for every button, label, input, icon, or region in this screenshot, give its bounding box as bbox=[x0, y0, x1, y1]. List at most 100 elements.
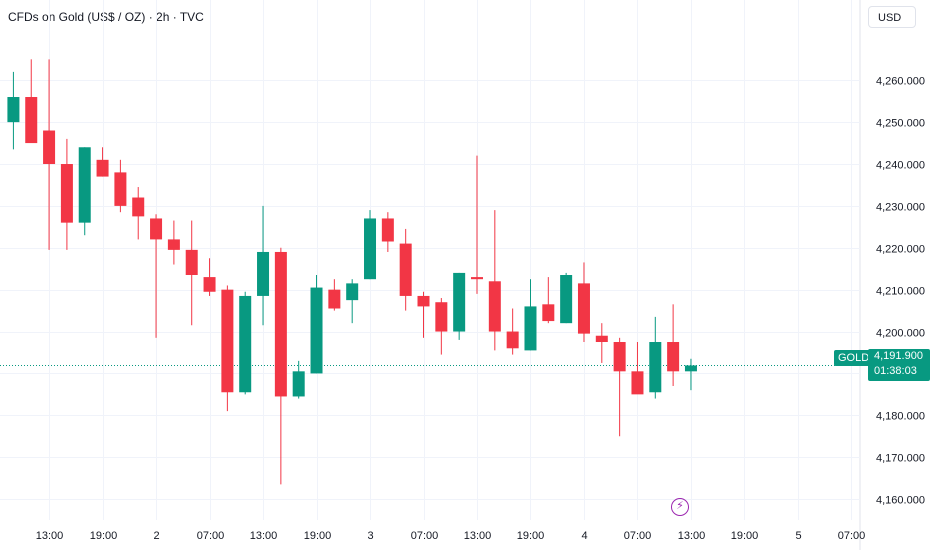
last-price-badge: 4,191.900 01:38:03 bbox=[868, 349, 930, 381]
grid-lines bbox=[0, 0, 861, 550]
candle bbox=[43, 59, 56, 250]
currency-selector[interactable]: USD bbox=[868, 6, 916, 28]
candle bbox=[132, 187, 145, 240]
candle bbox=[684, 358, 697, 391]
candle-body bbox=[364, 218, 377, 280]
candle bbox=[310, 275, 323, 374]
candle-body bbox=[684, 365, 697, 372]
y-tick-label: 4,240.000 bbox=[876, 160, 925, 172]
y-tick-label: 4,210.000 bbox=[876, 286, 925, 298]
x-tick-label: 07:00 bbox=[197, 530, 225, 542]
x-tick-label: 19:00 bbox=[90, 530, 118, 542]
candle-body bbox=[506, 331, 519, 349]
candle-body bbox=[221, 289, 234, 393]
x-tick-label: 19:00 bbox=[517, 530, 545, 542]
candle-body bbox=[595, 335, 608, 343]
y-tick-label: 4,160.000 bbox=[876, 495, 925, 507]
candle-body bbox=[78, 147, 91, 223]
candle-body bbox=[470, 277, 483, 280]
candle bbox=[542, 277, 555, 324]
candle bbox=[78, 147, 91, 236]
candle bbox=[399, 228, 412, 311]
candle bbox=[435, 298, 448, 355]
candle bbox=[167, 220, 180, 265]
candle bbox=[150, 214, 163, 338]
candle-body bbox=[560, 275, 573, 324]
x-tick-label: 13:00 bbox=[464, 530, 492, 542]
candle-body bbox=[60, 164, 73, 223]
candle-body bbox=[167, 239, 180, 250]
candle-body bbox=[381, 218, 394, 242]
x-tick-label: 07:00 bbox=[838, 530, 866, 542]
y-tick-label: 4,250.000 bbox=[876, 118, 925, 130]
candle bbox=[595, 323, 608, 363]
candle-body bbox=[257, 251, 270, 296]
last-price-value: 4,191.900 bbox=[874, 350, 923, 362]
candle bbox=[185, 220, 198, 326]
candle bbox=[7, 71, 20, 150]
x-tick-label: 07:00 bbox=[624, 530, 652, 542]
y-tick-label: 4,200.000 bbox=[876, 328, 925, 340]
candle bbox=[577, 262, 590, 343]
y-tick-label: 4,170.000 bbox=[876, 453, 925, 465]
candle-body bbox=[667, 342, 680, 372]
candle bbox=[488, 210, 501, 351]
candle bbox=[328, 279, 341, 311]
candle-body bbox=[43, 130, 56, 165]
x-tick-label: 13:00 bbox=[36, 530, 64, 542]
candle bbox=[453, 272, 466, 340]
y-tick-label: 4,230.000 bbox=[876, 202, 925, 214]
candle bbox=[631, 342, 644, 395]
candle-body bbox=[239, 295, 252, 393]
bar-countdown: 01:38:03 bbox=[874, 365, 917, 377]
candle bbox=[417, 291, 430, 338]
symbol-price-label: GOLD bbox=[834, 350, 874, 366]
candle bbox=[221, 285, 234, 412]
candle-body bbox=[96, 159, 109, 177]
x-tick-label: 3 bbox=[367, 530, 373, 542]
candle-body bbox=[114, 172, 127, 206]
candle bbox=[613, 337, 626, 437]
x-tick-label: 07:00 bbox=[411, 530, 439, 542]
candle bbox=[381, 212, 394, 252]
x-tick-label: 4 bbox=[581, 530, 587, 542]
candle-body bbox=[577, 283, 590, 334]
candle-body bbox=[542, 304, 555, 322]
x-tick-label: 13:00 bbox=[678, 530, 706, 542]
candle bbox=[203, 258, 216, 296]
candle-body bbox=[613, 342, 626, 372]
x-tick-label: 2 bbox=[153, 530, 159, 542]
candle bbox=[470, 155, 483, 294]
candle-body bbox=[7, 97, 20, 123]
candle bbox=[60, 138, 73, 250]
candle bbox=[667, 304, 680, 386]
x-tick-label: 5 bbox=[795, 530, 801, 542]
candle-body bbox=[453, 272, 466, 332]
candle-body bbox=[150, 218, 163, 240]
candle bbox=[649, 316, 662, 399]
candle-body bbox=[488, 281, 501, 332]
candle-body bbox=[399, 243, 412, 296]
candle bbox=[524, 279, 537, 351]
candle bbox=[25, 59, 38, 144]
y-tick-label: 4,220.000 bbox=[876, 244, 925, 256]
candle bbox=[257, 205, 270, 326]
candle bbox=[506, 308, 519, 355]
candle-body bbox=[435, 302, 448, 332]
candle bbox=[292, 360, 305, 399]
candle-body bbox=[185, 249, 198, 275]
candle bbox=[560, 272, 573, 324]
candles bbox=[7, 59, 697, 485]
x-tick-label: 19:00 bbox=[304, 530, 332, 542]
candle bbox=[364, 210, 377, 280]
time-axis[interactable]: 13:00 19:00 2 07:00 13:00 19:00 3 07:00 13:00 19:… bbox=[36, 530, 866, 542]
candle-body bbox=[417, 295, 430, 307]
candle-body bbox=[25, 97, 38, 144]
x-tick-label: 19:00 bbox=[731, 530, 759, 542]
candle-body bbox=[274, 251, 287, 397]
flash-icon[interactable]: ⚡ bbox=[671, 498, 689, 516]
candle bbox=[114, 159, 127, 213]
y-tick-label: 4,180.000 bbox=[876, 411, 925, 423]
price-axis[interactable]: 4,160.0004,170.0004,180.0004,190.0004,20… bbox=[876, 76, 925, 507]
